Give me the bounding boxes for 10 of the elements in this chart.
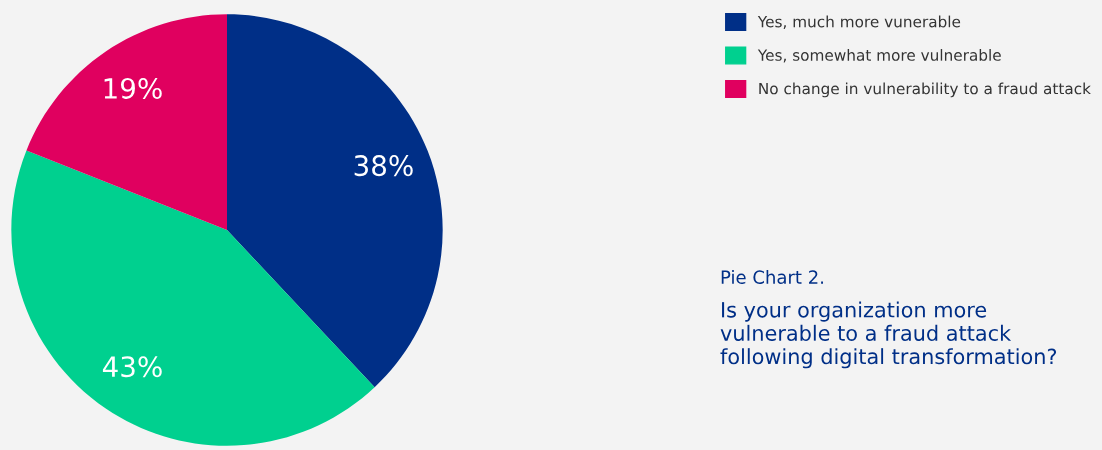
data-label: 38% — [354, 155, 413, 177]
legend-label: No change in vulnerability to a fraud attack — [759, 82, 1091, 98]
data-label: 43% — [102, 356, 162, 378]
legend-label: Yes, somewhat more vulnerable — [757, 49, 1001, 63]
legend-label: Yes, much more vunerable — [757, 15, 961, 29]
text: Is your organization more vulnerable to a fraud attack following digital transformation? — [720, 301, 1057, 369]
data-label: 19% — [104, 77, 162, 99]
text: Pie Chart 2. — [721, 270, 823, 284]
pie-slice — [227, 14, 443, 388]
pie-slice — [26, 14, 227, 230]
